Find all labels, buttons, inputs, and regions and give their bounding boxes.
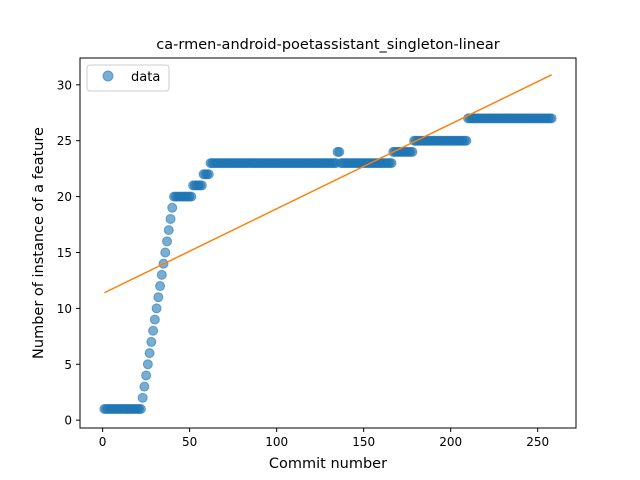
y-tick-label: 25 [57, 134, 72, 148]
y-tick-label: 20 [57, 190, 72, 204]
data-point [186, 191, 197, 202]
x-tick-label: 50 [182, 435, 197, 449]
data-point [546, 113, 557, 124]
data-point [167, 202, 178, 213]
y-tick-label: 15 [57, 246, 72, 260]
chart-title: ca-rmen-android-poetassistant_singleton-… [156, 37, 499, 53]
data-point [144, 348, 155, 359]
y-axis-label: Number of instance of a feature [31, 127, 47, 359]
data-point [156, 269, 167, 280]
fit-line-group [104, 74, 552, 294]
x-tick-label: 250 [526, 435, 549, 449]
data-point [165, 213, 176, 224]
data-point [163, 225, 174, 236]
x-tick-label: 0 [99, 435, 107, 449]
data-point [461, 135, 472, 146]
data-point [142, 359, 153, 370]
data-points [99, 113, 557, 414]
data-point [153, 292, 164, 303]
data-point [407, 146, 418, 157]
legend-marker [102, 70, 114, 82]
y-tick-label: 30 [57, 78, 72, 92]
data-point [196, 180, 207, 191]
fit-line [104, 74, 552, 294]
x-axis-label: Commit number [269, 456, 387, 472]
data-point [334, 146, 345, 157]
y-tick-label: 5 [64, 358, 72, 372]
data-point [146, 336, 157, 347]
data-point [155, 281, 166, 292]
legend-label: data [131, 70, 160, 85]
data-point [148, 325, 159, 336]
data-point [151, 303, 162, 314]
plot-frame [79, 57, 577, 429]
x-axis-ticks: 0 50 100 150 200 250 [99, 428, 549, 449]
data-point [149, 314, 160, 325]
y-tick-label: 10 [57, 302, 72, 316]
data-point [162, 236, 173, 247]
y-axis-ticks: 0 5 10 15 20 25 30 [57, 78, 80, 428]
x-tick-label: 150 [352, 435, 375, 449]
data-point [141, 370, 152, 381]
x-tick-label: 200 [439, 435, 462, 449]
x-tick-label: 100 [265, 435, 288, 449]
legend: data [86, 64, 170, 92]
data-point [139, 381, 150, 392]
data-point [137, 392, 148, 403]
data-point [160, 247, 171, 258]
data-point [135, 404, 146, 414]
data-point [203, 169, 214, 180]
y-tick-label: 0 [64, 414, 72, 428]
data-point [386, 158, 397, 169]
